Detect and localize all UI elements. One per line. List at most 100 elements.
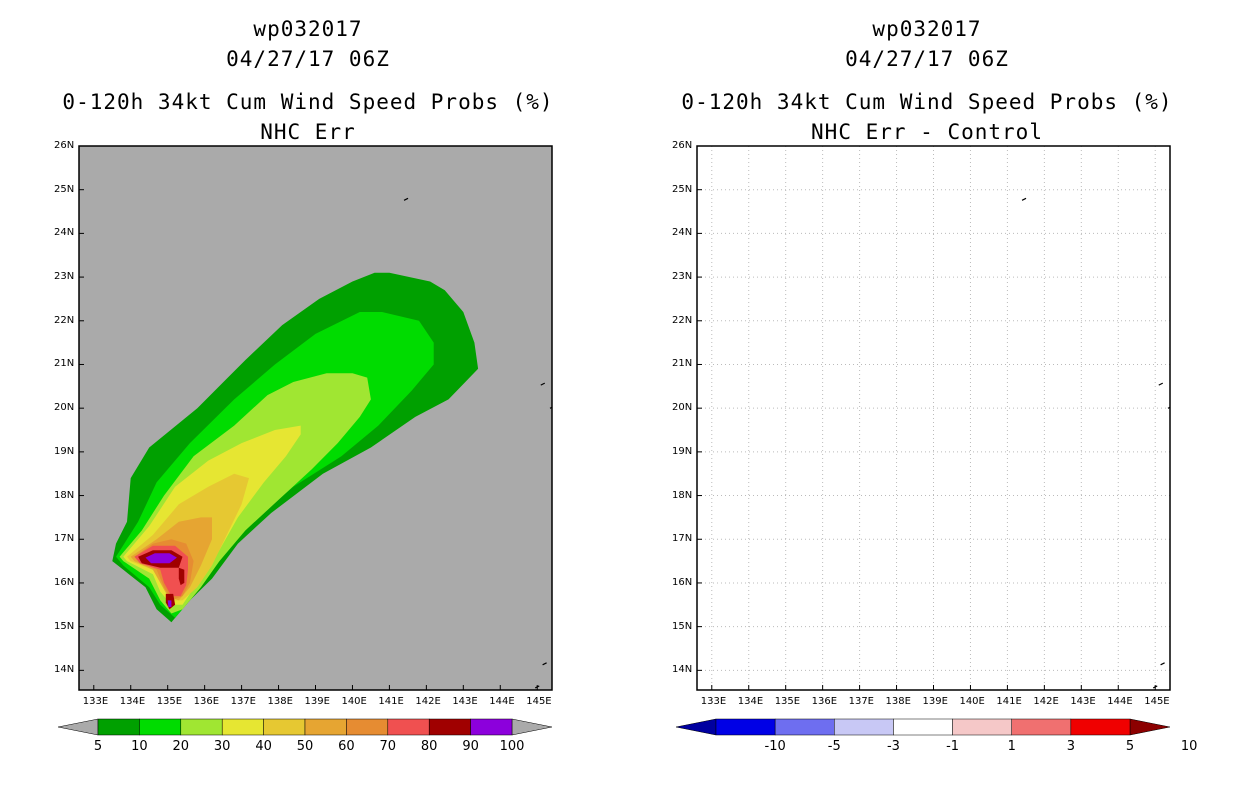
- left-contour-100: [145, 553, 177, 564]
- left-y-tick-label: 26N: [54, 140, 75, 151]
- right-colorbar-segment: [834, 718, 894, 736]
- right-colorbar-label: -1: [946, 739, 960, 754]
- left-x-tick-label: 134E: [119, 696, 146, 707]
- right-x-tick-label: 138E: [885, 696, 911, 707]
- left-x-tick-label: 135E: [156, 696, 183, 707]
- left-colorbar-label: 30: [213, 739, 231, 754]
- right-y-tick-label: 24N: [672, 227, 693, 239]
- left-colorbar-label: 20: [172, 739, 190, 754]
- right-y-tick-label: 14N: [672, 664, 693, 676]
- right-x-tick-label: 145E: [1144, 696, 1170, 707]
- right-chart-subtitle: NHC Err - Control: [811, 120, 1043, 144]
- left-island-outline: [403, 197, 409, 201]
- left-colorbar-segment: [263, 718, 306, 736]
- right-datetime: 04/27/17 06Z: [845, 47, 1009, 71]
- right-x-tick-label: 134E: [737, 696, 764, 707]
- left-colorbar-label: 50: [296, 739, 314, 754]
- left-x-tick-label: 140E: [341, 696, 367, 707]
- left-y-tick-label: 19N: [54, 445, 75, 457]
- left-x-tick-label: 133E: [82, 696, 109, 707]
- left-island-outline: [542, 662, 547, 666]
- right-y-tick-label: 23N: [672, 271, 693, 283]
- left-y-tick-label: 23N: [54, 271, 75, 283]
- right-y-tick-label: 25N: [672, 183, 693, 195]
- right-island-outline: [1158, 382, 1164, 386]
- right-x-tick-label: 136E: [811, 696, 838, 707]
- left-x-tick-label: 142E: [415, 696, 441, 707]
- right-x-tick-label: 144E: [1107, 696, 1133, 707]
- right-colorbar-label: 10: [1180, 739, 1198, 754]
- right-x-tick-label: 143E: [1070, 696, 1096, 707]
- left-colorbar-segment: [387, 718, 430, 736]
- left-chart-title: 0-120h 34kt Cum Wind Speed Probs (%): [62, 90, 554, 114]
- right-y-tick-label: 20N: [672, 402, 693, 414]
- left-colorbar-segment: [97, 718, 140, 736]
- right-colorbar-label: -10: [764, 739, 786, 754]
- right-x-tick-label: 137E: [848, 696, 874, 707]
- left-y-tick-label: 25N: [54, 183, 75, 195]
- right-colorbar-segment: [1011, 718, 1072, 736]
- left-storm-id: wp032017: [253, 17, 363, 41]
- right-colorbar-right-arrow: [1129, 718, 1171, 736]
- right-plot-area: [697, 146, 1170, 690]
- left-x-tick-label: 144E: [489, 696, 515, 707]
- right-x-tick-label: 140E: [959, 696, 985, 707]
- right-y-tick-label: 17N: [672, 533, 693, 545]
- left-colorbar-left-arrow: [57, 718, 99, 736]
- left-x-tick-label: 137E: [230, 696, 256, 707]
- left-y-tick-label: 17N: [54, 533, 75, 545]
- left-colorbar-label: 10: [131, 739, 148, 754]
- right-colorbar-segment: [893, 718, 953, 736]
- right-y-tick-label: 16N: [672, 576, 693, 588]
- right-x-tick-label: 135E: [774, 696, 801, 707]
- left-y-tick-label: 16N: [54, 576, 75, 588]
- left-colorbar-segment: [139, 718, 182, 736]
- left-colorbar-right-arrow: [511, 718, 553, 736]
- right-colorbar-label: 1: [1007, 739, 1016, 754]
- left-colorbar-segment: [304, 718, 347, 736]
- left-y-tick-label: 24N: [54, 227, 75, 239]
- left-colorbar-segment: [346, 718, 389, 736]
- left-colorbar-label: 70: [379, 739, 397, 754]
- right-y-tick-label: 21N: [672, 358, 693, 370]
- right-y-tick-label: 22N: [672, 314, 693, 326]
- right-y-tick-label: 26N: [672, 140, 693, 151]
- left-x-tick-label: 145E: [526, 696, 552, 707]
- right-colorbar-segment: [774, 718, 835, 736]
- left-colorbar-label: 60: [338, 739, 355, 754]
- left-colorbar-label: 100: [499, 739, 525, 754]
- right-storm-id: wp032017: [872, 17, 982, 41]
- left-y-tick-label: 20N: [54, 402, 75, 414]
- right-colorbar-label: 3: [1066, 739, 1075, 754]
- right-x-tick-label: 133E: [700, 696, 727, 707]
- right-colorbar-label: -3: [886, 739, 900, 754]
- right-y-tick-label: 19N: [672, 445, 693, 457]
- left-chart-subtitle: NHC Err: [260, 120, 356, 144]
- left-y-tick-label: 21N: [54, 358, 75, 370]
- right-colorbar-label: -5: [827, 739, 841, 754]
- right-y-tick-label: 15N: [672, 620, 693, 632]
- left-x-tick-label: 143E: [452, 696, 478, 707]
- right-x-tick-label: 139E: [922, 696, 948, 707]
- right-colorbar-segment: [1070, 718, 1131, 736]
- right-colorbar-left-arrow: [675, 718, 717, 736]
- left-y-tick-label: 15N: [54, 620, 75, 632]
- left-colorbar-label: 40: [255, 739, 272, 754]
- right-colorbar-segment: [952, 718, 1012, 736]
- left-colorbar-segment: [180, 718, 223, 736]
- left-x-tick-label: 136E: [193, 696, 220, 707]
- left-island-outline: [549, 406, 552, 409]
- left-y-tick-label: 22N: [54, 314, 75, 326]
- right-island-outline: [1167, 406, 1170, 409]
- left-x-tick-label: 139E: [304, 696, 330, 707]
- right-x-tick-label: 141E: [996, 696, 1022, 707]
- left-colorbar-label: 80: [420, 739, 438, 754]
- left-colorbar-label: 5: [93, 739, 103, 754]
- right-colorbar-segment: [715, 718, 776, 736]
- left-contour-100: [167, 600, 172, 607]
- left-island-outline: [540, 382, 546, 386]
- left-colorbar-segment: [470, 718, 513, 736]
- left-x-tick-label: 141E: [378, 696, 404, 707]
- right-colorbar-label: 5: [1125, 739, 1135, 754]
